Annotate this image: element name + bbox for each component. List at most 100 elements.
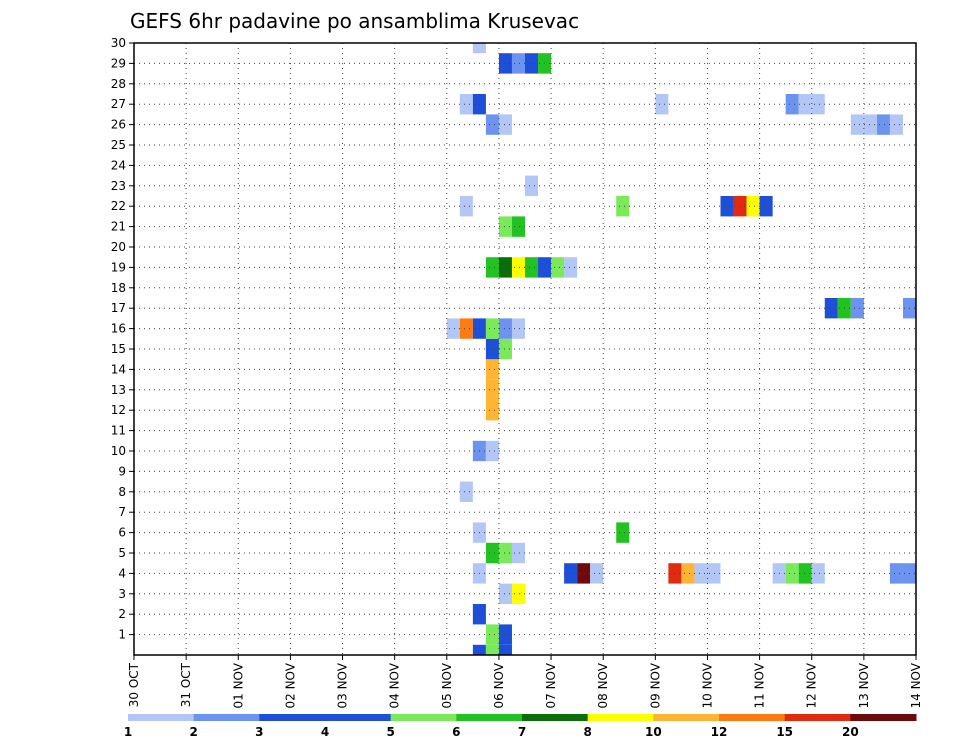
- y-tick-label: 16: [111, 322, 126, 336]
- x-tick-label: 08 NOV: [596, 662, 610, 708]
- precip-cell: [746, 196, 760, 217]
- precip-cell: [824, 298, 838, 319]
- y-tick-label: 5: [118, 546, 126, 560]
- y-tick-label: 10: [111, 444, 126, 458]
- precip-cell: [889, 114, 903, 135]
- precip-cell: [446, 318, 460, 339]
- precip-cell: [498, 624, 512, 645]
- legend-swatch: [653, 714, 720, 721]
- precip-cell: [525, 53, 539, 74]
- y-tick-label: 8: [118, 485, 126, 499]
- precip-cell: [485, 379, 499, 400]
- y-tick-label: 19: [111, 260, 126, 274]
- y-tick-label: 24: [111, 158, 126, 172]
- precip-cell: [485, 114, 499, 135]
- precip-cell: [863, 114, 877, 135]
- precip-cell: [459, 196, 473, 217]
- precip-cell: [498, 114, 512, 135]
- precip-cell: [459, 481, 473, 502]
- y-tick-label: 11: [111, 424, 126, 438]
- precip-cell: [485, 400, 499, 421]
- precip-cell: [498, 53, 512, 74]
- grid-layer: [134, 43, 916, 655]
- precip-cell: [485, 318, 499, 339]
- precip-cell: [798, 563, 812, 584]
- legend-swatch: [456, 714, 523, 721]
- precip-cell: [590, 563, 604, 584]
- precip-cell: [785, 563, 799, 584]
- y-tick-label: 29: [111, 56, 126, 70]
- x-tick-label: 01 NOV: [231, 662, 245, 708]
- precip-cell: [485, 644, 499, 655]
- y-tick-label: 9: [118, 464, 126, 478]
- x-tick-label: 11 NOV: [753, 662, 767, 708]
- y-tick-label: 6: [118, 526, 126, 540]
- x-tick-label: 12 NOV: [805, 662, 819, 708]
- precip-cell: [498, 338, 512, 360]
- x-tick-label: 09 NOV: [648, 662, 662, 708]
- precip-cell: [577, 563, 591, 584]
- y-tick-label: 1: [118, 628, 126, 642]
- y-tick-label: 22: [111, 199, 126, 213]
- precip-cell: [511, 257, 525, 278]
- precip-cell: [511, 318, 525, 339]
- precip-cell: [472, 644, 486, 655]
- y-tick-label: 27: [111, 97, 126, 111]
- legend-swatch: [325, 714, 392, 721]
- precip-cell: [811, 563, 825, 584]
- precip-cell: [616, 196, 630, 217]
- precip-cell: [850, 298, 864, 319]
- precip-cell: [876, 114, 890, 135]
- precip-cell: [485, 338, 499, 360]
- precip-cell: [485, 440, 499, 462]
- cells-layer: [446, 43, 916, 655]
- color-legend: 1 2 3 4 5 6 7 8 10 12 15 20: [124, 714, 917, 739]
- precip-cell: [720, 196, 734, 217]
- precip-cell: [498, 583, 512, 604]
- x-tick-label: 03 NOV: [336, 662, 350, 708]
- x-tick-label: 02 NOV: [283, 662, 297, 708]
- legend-label: 1: [124, 725, 132, 739]
- precip-cell: [707, 563, 721, 584]
- legend-label: 20: [842, 725, 859, 739]
- y-tick-label: 15: [111, 342, 126, 356]
- legend-label: 4: [321, 725, 329, 739]
- legend-swatch: [587, 714, 654, 721]
- y-tick-label: 7: [118, 505, 126, 519]
- y-tick-label: 14: [111, 362, 126, 376]
- chart-title: GEFS 6hr padavine po ansamblima Krusevac: [130, 9, 579, 33]
- precip-cell: [485, 359, 499, 380]
- y-tick-label: 21: [111, 220, 126, 234]
- precip-cell: [459, 94, 473, 115]
- precip-cell: [511, 583, 525, 604]
- precip-cell: [525, 175, 539, 196]
- precip-cell: [485, 624, 499, 645]
- precip-cell: [498, 644, 512, 655]
- y-tick-label: 3: [118, 587, 126, 601]
- precip-cell: [681, 563, 695, 584]
- precip-cell: [811, 94, 825, 115]
- x-tick-label: 10 NOV: [700, 662, 714, 708]
- y-tick-label: 25: [111, 138, 126, 152]
- y-tick-label: 23: [111, 179, 126, 193]
- precip-cell: [889, 563, 903, 584]
- precip-cell: [564, 563, 578, 584]
- legend-swatch: [719, 714, 786, 721]
- y-tick-label: 13: [111, 383, 126, 397]
- y-tick-label: 17: [111, 301, 126, 315]
- precip-cell: [485, 542, 499, 564]
- legend-label: 3: [255, 725, 263, 739]
- legend-label: 5: [386, 725, 394, 739]
- precip-cell: [694, 563, 708, 584]
- legend-label: 7: [518, 725, 526, 739]
- precip-cell: [759, 196, 773, 217]
- precip-cell: [472, 43, 486, 54]
- precip-cell: [616, 522, 630, 543]
- y-tick-label: 30: [111, 36, 126, 50]
- precip-cell: [785, 94, 799, 115]
- precip-cell: [485, 257, 499, 278]
- x-tick-label: 31 OCT: [179, 662, 193, 707]
- legend-swatch: [850, 714, 917, 721]
- y-tick-label: 4: [118, 566, 126, 580]
- y-tick-label: 28: [111, 77, 126, 91]
